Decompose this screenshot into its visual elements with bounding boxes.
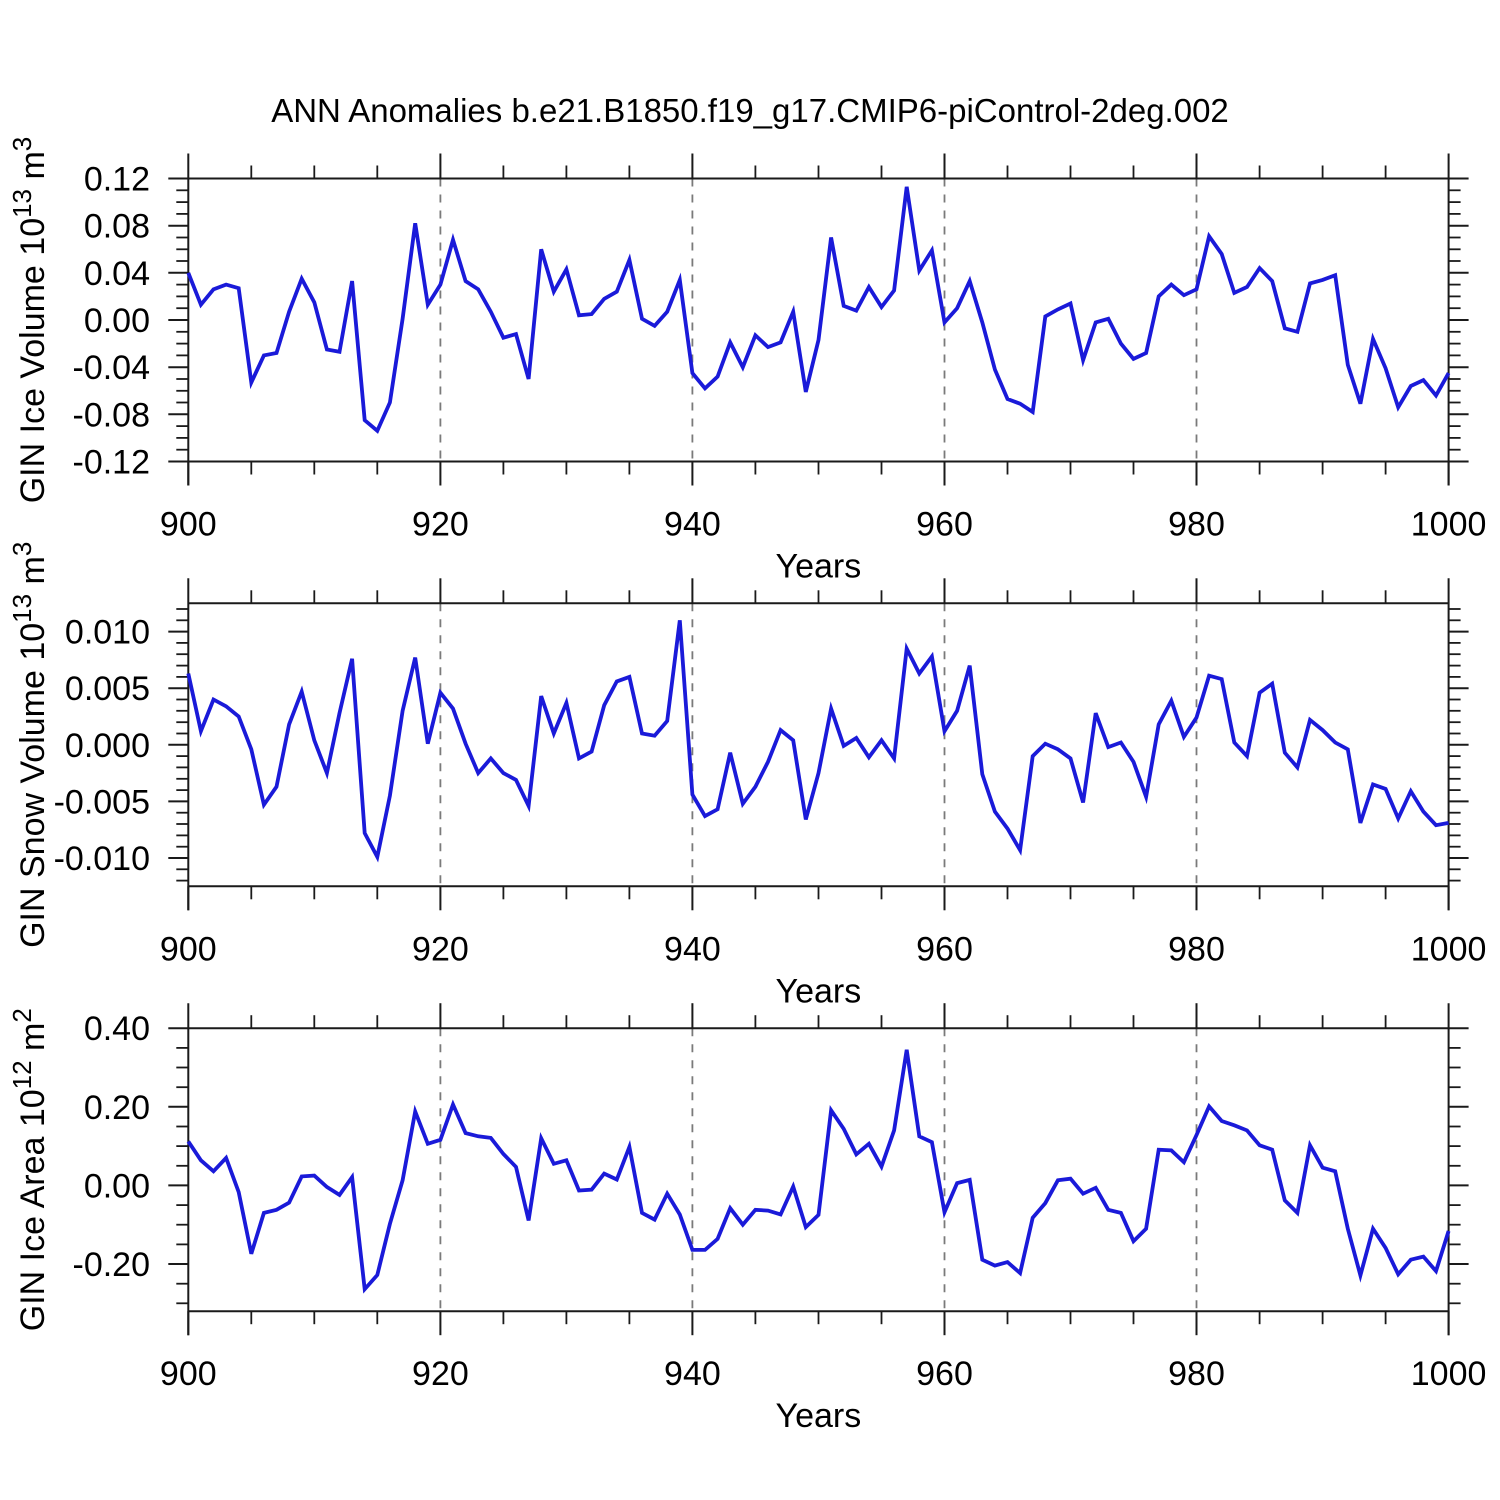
y-tick-label: 0.08 [84, 208, 150, 246]
x-tick-label: 920 [412, 1355, 469, 1393]
dashed-gridlines [439, 1028, 1198, 1312]
ice-volume-axis-title: GIN Ice Volume 1013 m3 [7, 137, 52, 504]
x-tick-label: 920 [412, 506, 469, 544]
y-tick-label: -0.010 [54, 840, 150, 878]
x-axis-title: Years [776, 548, 862, 586]
x-tick-label: 900 [160, 506, 217, 544]
panel-ice-area: 900 920 940 960 980 1000 Years 0.40 0.20 0.00 -0.2… [7, 1003, 1486, 1435]
y-tick-label: -0.20 [73, 1246, 151, 1284]
x-tick-label: 960 [916, 506, 973, 544]
y-tick-label: 0.12 [84, 161, 150, 199]
x-axis-title: Years [776, 1397, 862, 1435]
x-tick-label: 940 [664, 1355, 721, 1393]
y-tick-label: -0.08 [73, 396, 151, 434]
y-tick-label: -0.04 [73, 349, 151, 387]
x-tick-label: 980 [1168, 930, 1225, 968]
ice-area-line [186, 1049, 1451, 1294]
y-ticks: 0.12 0.08 0.04 0.00 -0.04 -0.08 -0.12 [73, 161, 1469, 482]
panel-snow-volume: 900 920 940 960 980 1000 Years 0.010 0.005 0.000 -… [7, 542, 1486, 1011]
y-tick-label: 0.005 [65, 670, 150, 708]
axis-frame [187, 1003, 1450, 1336]
snow-volume-axis-title: GIN Snow Volume 1013 m3 [7, 542, 52, 948]
x-tick-label: 1000 [1411, 506, 1487, 544]
x-ticks [187, 578, 1450, 911]
y-ticks: 0.40 0.20 0.00 -0.20 [73, 1010, 1469, 1305]
dashed-gridlines [439, 178, 1198, 462]
ice-area-axis-title: GIN Ice Area 1012 m2 [7, 1008, 52, 1331]
y-tick-label: 0.000 [65, 727, 150, 765]
y-tick-label: -0.12 [73, 444, 151, 482]
x-tick-label: 940 [664, 930, 721, 968]
x-tick-label: 920 [412, 930, 469, 968]
x-tick-label: 1000 [1411, 930, 1487, 968]
x-tick-label: 900 [160, 1355, 217, 1393]
y-tick-label: 0.010 [65, 614, 150, 652]
y-tick-label: 0.40 [84, 1010, 150, 1048]
snow-volume-line [186, 620, 1449, 863]
y-tick-label: 0.20 [84, 1089, 150, 1127]
x-tick-label: 980 [1168, 506, 1225, 544]
x-tick-label: 940 [664, 506, 721, 544]
x-ticks [187, 153, 1450, 486]
x-tick-label: 980 [1168, 1355, 1225, 1393]
y-ticks: 0.010 0.005 0.000 -0.005 -0.010 [54, 608, 1469, 882]
figure-title: ANN Anomalies b.e21.B1850.f19_g17.CMIP6-… [271, 92, 1229, 129]
x-tick-labels: 900 920 940 960 980 1000 [160, 1355, 1486, 1393]
y-tick-label: -0.005 [54, 783, 150, 821]
x-tick-label: 960 [916, 930, 973, 968]
x-tick-labels: 900 920 940 960 980 1000 [160, 930, 1486, 968]
dashed-gridlines [439, 603, 1198, 887]
x-tick-label: 1000 [1411, 1355, 1487, 1393]
y-tick-label: 0.00 [84, 302, 150, 340]
x-tick-label: 900 [160, 930, 217, 968]
x-tick-labels: 900 920 940 960 980 1000 [160, 506, 1486, 544]
x-ticks [187, 1003, 1450, 1336]
y-tick-label: 0.00 [84, 1167, 150, 1205]
y-tick-label: 0.04 [84, 255, 150, 293]
panel-ice-volume: 900 920 940 960 980 1000 Years 0.12 0.08 0.04 0.00… [7, 137, 1486, 586]
x-tick-label: 960 [916, 1355, 973, 1393]
ice-volume-line [186, 186, 1451, 434]
x-axis-title: Years [776, 972, 862, 1010]
axis-frame [187, 153, 1450, 486]
